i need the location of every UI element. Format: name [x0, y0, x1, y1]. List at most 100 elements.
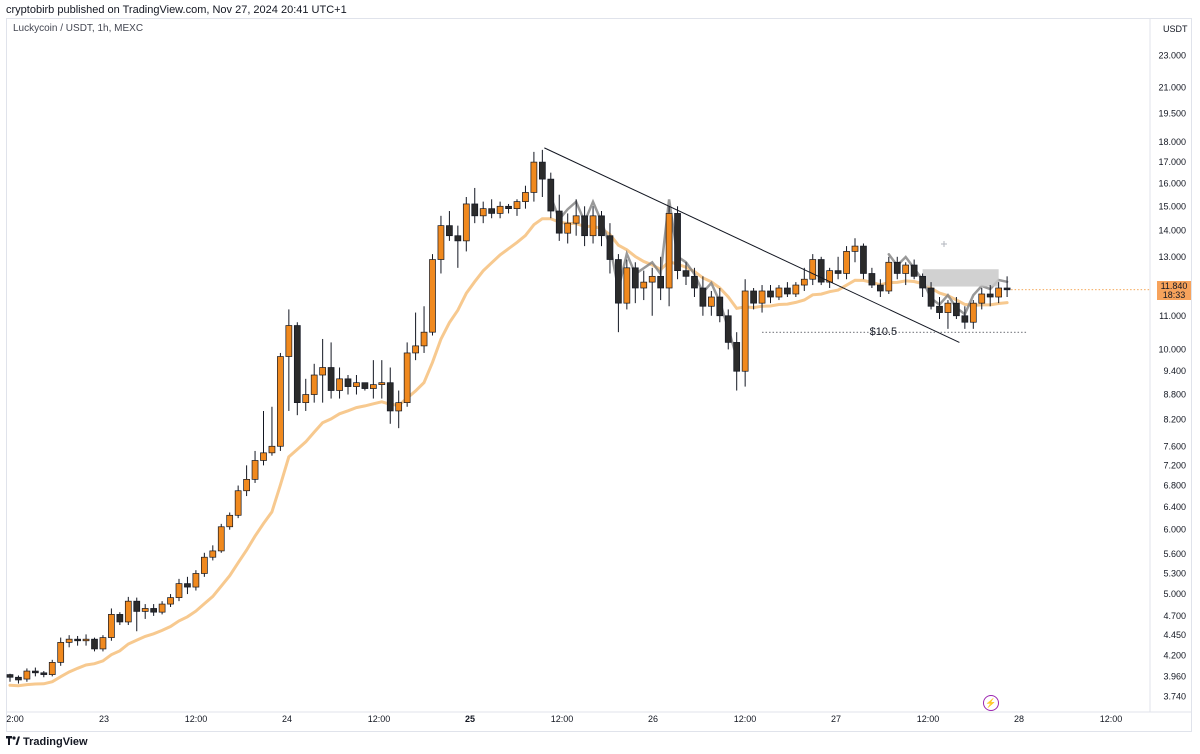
candle-body [124, 600, 132, 623]
candle [986, 285, 994, 307]
candle [860, 243, 867, 280]
candle-body [471, 203, 479, 217]
candle-body [226, 514, 234, 528]
y-tick-label: 17.000 [1158, 157, 1186, 167]
candle [910, 259, 918, 280]
candle [234, 485, 242, 519]
candle [124, 596, 132, 626]
candle [370, 360, 377, 399]
candle-body [133, 600, 141, 612]
candle-body [513, 201, 521, 209]
candle-body [834, 270, 842, 274]
candle [446, 211, 453, 241]
candle [606, 223, 614, 274]
candle-body [15, 676, 22, 681]
x-tick-label: 12:00 [368, 714, 391, 724]
candle-body [581, 215, 588, 237]
candle-body [167, 597, 174, 605]
candle-body [800, 278, 808, 286]
candle [784, 282, 791, 298]
candle-body [91, 638, 98, 650]
candle-body [555, 210, 563, 234]
candle-body [243, 478, 250, 492]
candle [378, 360, 386, 399]
candle [691, 267, 698, 298]
candle-body [860, 245, 867, 274]
candle [167, 594, 174, 607]
candle-body [1003, 287, 1011, 291]
candle-body [682, 270, 690, 277]
candle [479, 201, 487, 224]
candle-body [876, 284, 884, 292]
candle [488, 199, 495, 219]
candle-body [285, 325, 293, 357]
y-tick-label: 4.200 [1163, 651, 1186, 661]
x-tick-label: 23 [99, 714, 109, 724]
candle-body [961, 315, 969, 323]
last-price-value: 11.840 [1160, 281, 1188, 291]
lightning-icon[interactable]: ⚡ [983, 695, 999, 711]
candle-body [665, 213, 673, 289]
candle [843, 246, 850, 280]
candle [496, 201, 504, 219]
candle-body [437, 225, 445, 260]
candle-body [615, 259, 622, 304]
candle [522, 185, 529, 209]
y-tick-label: 15.000 [1158, 201, 1186, 211]
candle [538, 149, 546, 198]
y-tick-label: 19.500 [1158, 109, 1186, 119]
candle [1003, 276, 1011, 298]
candle [209, 545, 217, 561]
candle [133, 597, 141, 632]
candle-body [446, 225, 453, 237]
candle-body [733, 342, 741, 372]
x-tick-label: 12:00 [551, 714, 574, 724]
candle-body [944, 302, 952, 313]
y-tick-label: 8.200 [1163, 414, 1186, 424]
candle [792, 282, 800, 298]
candle-body [31, 670, 39, 674]
candle-body [530, 161, 538, 193]
y-tick-label: 7.200 [1163, 460, 1186, 470]
candle-body [809, 259, 817, 280]
x-tick-label: 28 [1014, 714, 1024, 724]
last-price-badge: 11.840 18:33 [1157, 281, 1191, 300]
candle [598, 211, 605, 247]
x-tick-label: 12:00 [185, 714, 208, 724]
x-tick-label: 26 [648, 714, 658, 724]
candle [65, 635, 73, 648]
candle [268, 406, 276, 456]
candle-body [23, 670, 31, 680]
candle [902, 262, 910, 286]
symbol-title[interactable]: Luckycoin / USDT, 1h, MEXC [13, 23, 144, 34]
candle-body [623, 267, 631, 304]
candle [175, 578, 183, 602]
candle-body [293, 325, 301, 403]
candle [226, 512, 234, 530]
y-tick-label: 7.600 [1163, 441, 1186, 451]
candle [657, 256, 665, 301]
candle-body [505, 205, 512, 209]
candle [327, 342, 335, 399]
candle-body [496, 205, 504, 214]
candle [961, 306, 969, 329]
candle [800, 267, 808, 291]
candle [936, 297, 943, 319]
candle [995, 282, 1003, 304]
y-tick-label: 6.400 [1163, 502, 1186, 512]
candle [82, 634, 90, 646]
candle [437, 215, 445, 274]
candle-body [454, 235, 462, 242]
candle-body [386, 382, 394, 412]
candle [530, 151, 538, 202]
candle-body [969, 302, 977, 323]
candle-body [184, 583, 191, 588]
y-tick-label: 5.600 [1163, 549, 1186, 559]
tradingview-brand[interactable]: TradingView [6, 736, 88, 748]
candle [260, 410, 267, 466]
candle-body [201, 556, 208, 574]
ema-line [8, 217, 1009, 688]
candle-body [217, 526, 225, 552]
candle [302, 378, 310, 411]
